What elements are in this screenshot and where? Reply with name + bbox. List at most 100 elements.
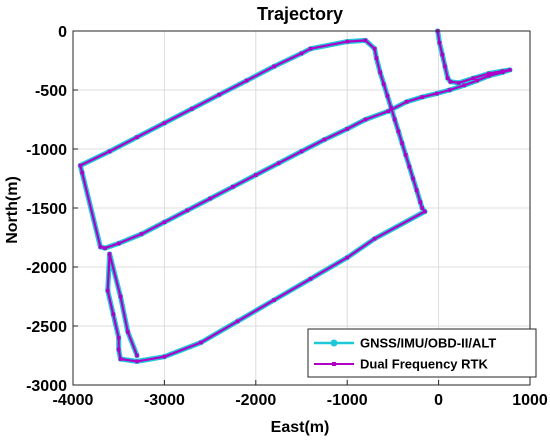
- point-dual-frequency-rtk: [135, 135, 139, 139]
- point-dual-frequency-rtk: [414, 188, 419, 193]
- point-dual-frequency-rtk: [381, 82, 386, 86]
- point-dual-frequency-rtk: [254, 173, 258, 177]
- point-dual-frequency-rtk: [448, 79, 453, 84]
- point-dual-frequency-rtk: [363, 38, 368, 43]
- point-dual-frequency-rtk: [374, 56, 379, 60]
- point-dual-frequency-rtk: [423, 209, 427, 214]
- y-tick-label: -1500: [26, 201, 67, 218]
- y-tick-label: -1000: [26, 142, 67, 159]
- series-line-dual-frequency-rtk: [79, 29, 511, 363]
- point-dual-frequency-rtk: [372, 236, 377, 241]
- chart-title: Trajectory: [257, 4, 343, 24]
- point-dual-frequency-rtk: [445, 76, 450, 80]
- point-dual-frequency-rtk: [190, 107, 194, 111]
- point-dual-frequency-rtk: [386, 109, 391, 114]
- legend-box: [307, 328, 537, 378]
- point-dual-frequency-rtk: [98, 245, 103, 249]
- x-tick-label: -3000: [144, 392, 185, 409]
- point-dual-frequency-rtk: [500, 70, 505, 75]
- legend-label-2: Dual Frequency RTK: [360, 357, 488, 372]
- point-dual-frequency-rtk: [139, 232, 144, 236]
- point-dual-frequency-rtk: [299, 149, 304, 154]
- ticks: -4000 -3000 -2000 -1000 0 10000-500-1000-1500…: [26, 24, 548, 409]
- point-dual-frequency-rtk: [440, 52, 445, 57]
- point-dual-frequency-rtk: [411, 176, 415, 181]
- point-dual-frequency-rtk: [404, 100, 409, 104]
- y-tick-label: -3000: [26, 378, 67, 395]
- point-dual-frequency-rtk: [126, 330, 130, 334]
- y-tick-label: 0: [58, 24, 67, 41]
- y-tick-label: -2500: [26, 319, 67, 336]
- point-dual-frequency-rtk: [272, 298, 276, 302]
- point-dual-frequency-rtk: [135, 359, 139, 364]
- point-dual-frequency-rtk: [118, 294, 123, 299]
- point-dual-frequency-rtk: [135, 353, 139, 358]
- point-dual-frequency-rtk: [322, 137, 327, 142]
- point-dual-frequency-rtk: [400, 141, 404, 145]
- point-dual-frequency-rtk: [407, 164, 412, 169]
- point-dual-frequency-rtk: [462, 83, 466, 88]
- point-dual-frequency-rtk: [217, 92, 222, 97]
- point-dual-frequency-rtk: [447, 88, 452, 92]
- point-dual-frequency-rtk: [308, 46, 313, 51]
- point-dual-frequency-rtk: [80, 170, 84, 175]
- point-dual-frequency-rtk: [103, 246, 107, 250]
- point-dual-frequency-rtk: [443, 64, 447, 69]
- point-dual-frequency-rtk: [418, 200, 423, 204]
- point-dual-frequency-rtk: [345, 255, 349, 260]
- point-dual-frequency-rtk: [116, 336, 121, 340]
- point-dual-frequency-rtk: [162, 121, 167, 125]
- point-dual-frequency-rtk: [434, 91, 439, 96]
- y-tick-label: -500: [35, 83, 67, 100]
- x-tick-label: 1000: [512, 392, 548, 409]
- x-tick-label: -1000: [327, 392, 368, 409]
- y-tick-label: -2000: [26, 260, 67, 277]
- point-dual-frequency-rtk: [308, 277, 313, 281]
- point-dual-frequency-rtk: [199, 340, 203, 345]
- point-dual-frequency-rtk: [185, 208, 190, 213]
- legend: GNSS/IMU/OBD-II/ALT Dual Frequency RTK: [307, 328, 537, 378]
- point-dual-frequency-rtk: [118, 357, 123, 361]
- legend-swatch-marker-1: [330, 339, 338, 347]
- point-dual-frequency-rtk: [345, 39, 349, 44]
- x-tick-label: -2000: [235, 392, 276, 409]
- x-tick-label: 0: [434, 392, 443, 409]
- point-dual-frequency-rtk: [471, 76, 476, 80]
- y-axis-label: North(m): [4, 176, 21, 244]
- point-dual-frequency-rtk: [475, 78, 479, 83]
- point-dual-frequency-rtk: [487, 74, 491, 78]
- point-dual-frequency-rtk: [244, 78, 249, 83]
- point-dual-frequency-rtk: [276, 161, 281, 165]
- point-dual-frequency-rtk: [420, 206, 424, 210]
- point-dual-frequency-rtk: [363, 117, 368, 122]
- point-dual-frequency-rtk: [389, 105, 393, 110]
- point-dual-frequency-rtk: [372, 46, 377, 51]
- point-dual-frequency-rtk: [208, 196, 212, 201]
- legend-swatch-marker-2: [332, 362, 336, 366]
- point-dual-frequency-rtk: [392, 117, 397, 122]
- point-dual-frequency-rtk: [272, 64, 276, 69]
- series-line-gnss-imu-obd-alt: [77, 28, 513, 364]
- point-dual-frequency-rtk: [345, 127, 349, 131]
- point-dual-frequency-rtk: [162, 354, 167, 359]
- point-dual-frequency-rtk: [508, 68, 512, 72]
- point-dual-frequency-rtk: [235, 319, 240, 324]
- point-dual-frequency-rtk: [107, 149, 112, 154]
- x-tick-label: -4000: [53, 392, 94, 409]
- point-dual-frequency-rtk: [116, 347, 121, 352]
- point-dual-frequency-rtk: [420, 95, 424, 99]
- point-dual-frequency-rtk: [487, 71, 491, 76]
- point-dual-frequency-rtk: [403, 153, 408, 157]
- point-dual-frequency-rtk: [231, 184, 235, 189]
- point-dual-frequency-rtk: [107, 252, 112, 256]
- plot-area: [77, 28, 513, 364]
- point-dual-frequency-rtk: [396, 129, 401, 134]
- point-dual-frequency-rtk: [162, 220, 167, 224]
- point-dual-frequency-rtk: [385, 94, 390, 98]
- x-axis-label: East(m): [271, 419, 330, 436]
- point-dual-frequency-rtk: [456, 81, 461, 85]
- point-dual-frequency-rtk: [437, 41, 442, 45]
- point-dual-frequency-rtk: [116, 241, 121, 246]
- point-dual-frequency-rtk: [105, 288, 110, 293]
